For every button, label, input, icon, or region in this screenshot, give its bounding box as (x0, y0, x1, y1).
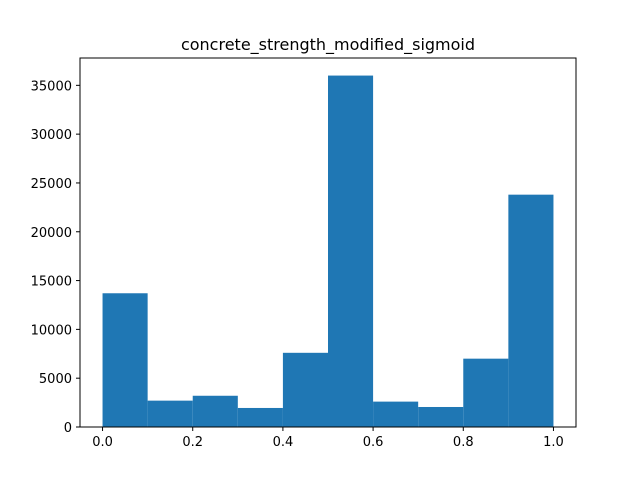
histogram-bar-8 (463, 358, 509, 427)
histogram-bar-4 (282, 352, 328, 427)
x-tick-label: 0.4 (273, 435, 294, 450)
y-tick-label: 5000 (39, 372, 72, 387)
x-tick-label: 0.6 (363, 435, 384, 450)
y-tick-label: 30000 (31, 128, 72, 143)
histogram-bar-6 (373, 401, 419, 427)
histogram-bar-2 (192, 395, 238, 427)
y-tick-label: 35000 (31, 79, 72, 94)
y-tick-label: 25000 (31, 177, 72, 192)
histogram-bar-0 (102, 293, 148, 427)
y-axis: 0 5000 10000 15000 20000 25000 30000 35000 (31, 79, 80, 436)
x-axis: 0.0 0.2 0.4 0.6 0.8 1.0 (92, 427, 564, 450)
y-tick-label: 10000 (31, 323, 72, 338)
y-tick-label: 0 (64, 421, 72, 436)
plot-frame (79, 57, 577, 428)
x-tick-label: 0.2 (182, 435, 203, 450)
bars-group (102, 75, 554, 428)
histogram-bar-7 (418, 406, 464, 427)
x-tick-label: 1.0 (543, 435, 564, 450)
y-tick-label: 15000 (31, 275, 72, 290)
x-tick-label: 0.0 (92, 435, 113, 450)
x-tick-label: 0.8 (453, 435, 474, 450)
y-tick-label: 20000 (31, 226, 72, 241)
histogram-bar-3 (237, 407, 283, 427)
histogram-bar-5 (328, 75, 374, 428)
histogram-bar-9 (508, 194, 554, 427)
histogram-bar-1 (147, 400, 193, 427)
chart-title: concrete_strength_modified_sigmoid (181, 35, 475, 55)
